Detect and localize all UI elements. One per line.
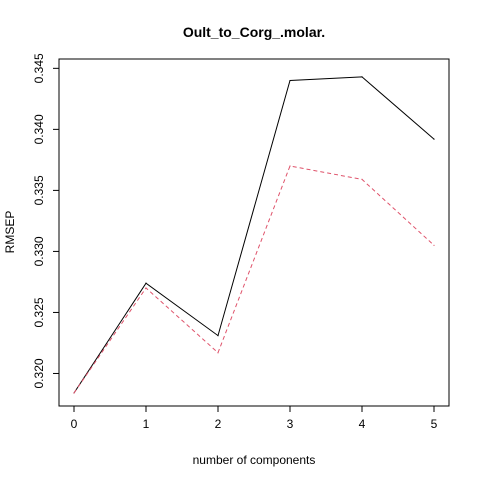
series-1-point-4 <box>361 178 363 181</box>
x-tick-label-4: 4 <box>359 417 366 431</box>
series-0-point-1 <box>145 282 147 284</box>
series-1-point-0 <box>73 392 75 394</box>
y-tick-label-5: 0.345 <box>32 53 46 83</box>
plot-frame <box>58 58 450 407</box>
y-tick-label-2: 0.330 <box>32 236 46 266</box>
series-0-point-5 <box>433 138 435 140</box>
series-1-point-3 <box>289 165 291 167</box>
y-tick-label-4: 0.340 <box>32 114 46 144</box>
series-1-point-1 <box>145 287 147 289</box>
series-0-point-4 <box>361 76 363 78</box>
x-axis-label: number of components <box>193 453 316 467</box>
series-0-point-2 <box>217 335 219 337</box>
x-tick-label-3: 3 <box>287 417 294 431</box>
series-line-dashed <box>73 165 435 394</box>
chart-title: Oult_to_Corg_.molar. <box>183 24 325 40</box>
series-1-point-2 <box>217 352 219 354</box>
x-tick-label-1: 1 <box>143 417 150 431</box>
y-tick-label-0: 0.320 <box>32 358 46 388</box>
x-tick-label-2: 2 <box>215 417 222 431</box>
y-axis-label: RMSEP <box>3 211 17 254</box>
y-tick-label-1: 0.325 <box>32 297 46 327</box>
x-axis: 0 1 2 3 4 5 <box>71 406 438 431</box>
series-layer <box>73 76 435 394</box>
series-1-point-5 <box>433 244 435 246</box>
series-line-solid <box>73 76 435 394</box>
y-tick-label-3: 0.335 <box>32 175 46 205</box>
x-tick-label-0: 0 <box>71 417 78 431</box>
y-axis: 0.320 0.325 0.330 0.335 0.340 0.345 <box>32 53 59 388</box>
x-tick-label-5: 5 <box>431 417 438 431</box>
series-0-point-3 <box>289 79 291 82</box>
